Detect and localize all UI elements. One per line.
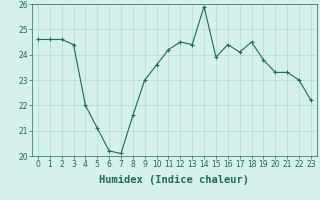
X-axis label: Humidex (Indice chaleur): Humidex (Indice chaleur) — [100, 175, 249, 185]
